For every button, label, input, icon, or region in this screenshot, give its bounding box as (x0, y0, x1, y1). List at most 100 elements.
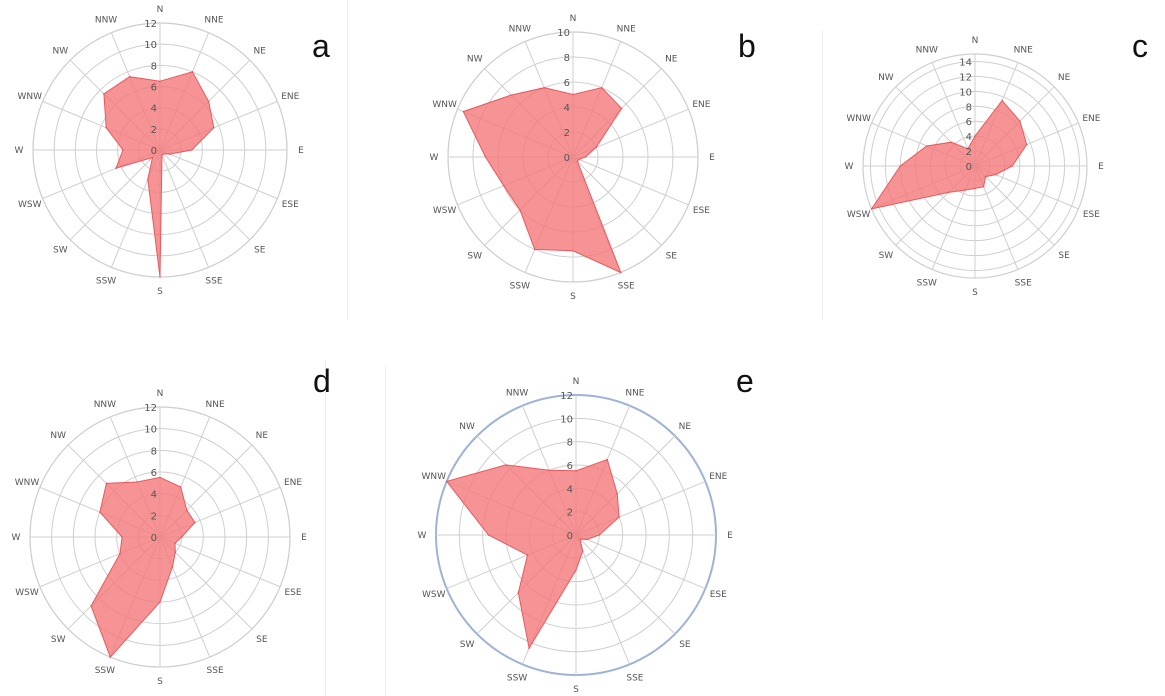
direction-label-nnw: NNW (95, 16, 117, 26)
radial-tick-label: 12 (560, 391, 573, 402)
direction-label-e: E (727, 531, 733, 541)
direction-label-sse: SSE (1015, 278, 1032, 288)
data-point-nnw (543, 86, 546, 89)
data-point-w (487, 534, 490, 536)
radial-tick-label: 0 (966, 162, 972, 173)
direction-label-ese: ESE (282, 200, 299, 210)
data-point-e (598, 534, 601, 536)
data-point-ene (212, 126, 215, 129)
data-point-n (974, 135, 976, 137)
direction-label-wsw: WSW (422, 590, 446, 600)
direction-label-nne: NNE (617, 25, 636, 35)
data-point-ne (207, 100, 210, 103)
direction-label-ene: ENE (284, 478, 302, 488)
radial-tick-label: 10 (557, 28, 570, 39)
direction-label-nne: NNE (206, 400, 225, 410)
data-point-nne (191, 70, 194, 73)
data-point-ssw (964, 189, 966, 191)
radial-tick-label: 6 (564, 78, 570, 89)
direction-label-ne: NE (1058, 73, 1071, 83)
grid-spoke (69, 149, 161, 241)
data-point-se (576, 160, 579, 163)
radial-tick-label: 0 (564, 153, 570, 164)
data-point-wnw (99, 511, 101, 513)
grid-spoke (159, 149, 251, 241)
direction-label-nw: NW (52, 46, 68, 56)
data-point-ne (186, 509, 188, 511)
direction-label-w: W (15, 146, 24, 156)
data-point-n (159, 80, 161, 83)
radial-tick-label: 4 (567, 484, 573, 495)
direction-label-sw: SW (467, 251, 482, 261)
data-point-sse (620, 271, 622, 274)
data-point-nne (606, 458, 609, 461)
data-point-wsw (526, 554, 529, 556)
direction-label-e: E (709, 153, 715, 163)
data-point-ese (174, 542, 176, 545)
direction-label-wnw: WNW (432, 100, 457, 110)
radial-tick-label: 6 (567, 461, 573, 472)
direction-label-nw: NW (459, 422, 475, 432)
direction-label-sw: SW (51, 635, 66, 645)
data-point-ssw (528, 647, 530, 649)
direction-label-ene: ENE (709, 472, 727, 482)
frame-divider (385, 365, 386, 696)
data-point-ene (595, 146, 597, 149)
grid-spoke (575, 534, 631, 665)
direction-label-ese: ESE (693, 206, 710, 216)
radial-tick-label: 10 (144, 40, 157, 51)
direction-label-sw: SW (460, 640, 475, 650)
direction-label-e: E (298, 146, 304, 156)
direction-label-ne: NE (253, 46, 266, 56)
direction-label-n: N (573, 377, 580, 387)
data-point-ssw (109, 656, 112, 658)
direction-label-se: SE (256, 635, 268, 645)
direction-label-se: SE (679, 640, 691, 650)
data-point-w (484, 156, 487, 158)
direction-label-wsw: WSW (433, 206, 457, 216)
direction-label-n: N (972, 36, 979, 46)
data-point-nne (600, 86, 603, 89)
data-point-w (122, 149, 124, 151)
direction-label-ese: ESE (284, 588, 301, 598)
radial-tick-label: 8 (567, 438, 573, 449)
data-point-se (162, 152, 165, 155)
data-point-sse (161, 154, 163, 156)
data-point-ene (1025, 143, 1028, 146)
data-point-ne (1019, 120, 1021, 122)
data-point-ese (994, 173, 997, 176)
direction-label-ssw: SSW (507, 673, 527, 683)
data-point-ese (168, 153, 171, 155)
data-point-se (579, 538, 581, 540)
data-point-wsw (502, 184, 505, 187)
data-point-e (1011, 165, 1014, 167)
wind-frequency-area (445, 458, 620, 650)
radial-tick-label: 10 (144, 425, 157, 436)
data-point-ese (577, 158, 580, 161)
direction-label-ssw: SSW (95, 666, 115, 676)
direction-label-sw: SW (53, 246, 68, 256)
data-point-ssw (533, 248, 536, 251)
direction-label-sse: SSE (626, 673, 643, 683)
radial-tick-label: 12 (959, 72, 972, 83)
data-point-e (190, 149, 193, 151)
wind-rose-c: 0 2 4 6 8 10 12 14 N NNE NE ENE E ESE SE SSE S SSW SW WSW W W… (845, 36, 1105, 298)
direction-label-wnw: WNW (15, 478, 40, 488)
data-point-nw (510, 94, 512, 96)
direction-label-nw: NW (50, 431, 66, 441)
data-point-nw (505, 464, 507, 466)
direction-label-ne: NE (256, 431, 269, 441)
data-point-n (572, 93, 574, 96)
data-point-e (584, 156, 587, 158)
radial-tick-label: 6 (151, 83, 157, 94)
data-point-wnw (445, 480, 448, 483)
direction-label-nnw: NNW (94, 400, 116, 410)
data-point-s (575, 569, 577, 571)
grid-spoke (575, 534, 706, 590)
frame-divider (822, 30, 823, 320)
grid-spoke (572, 156, 689, 206)
radial-tick-label: 8 (966, 102, 972, 113)
grid-spoke (159, 536, 281, 588)
radial-tick-label: 12 (144, 403, 157, 414)
data-point-w (121, 536, 123, 538)
